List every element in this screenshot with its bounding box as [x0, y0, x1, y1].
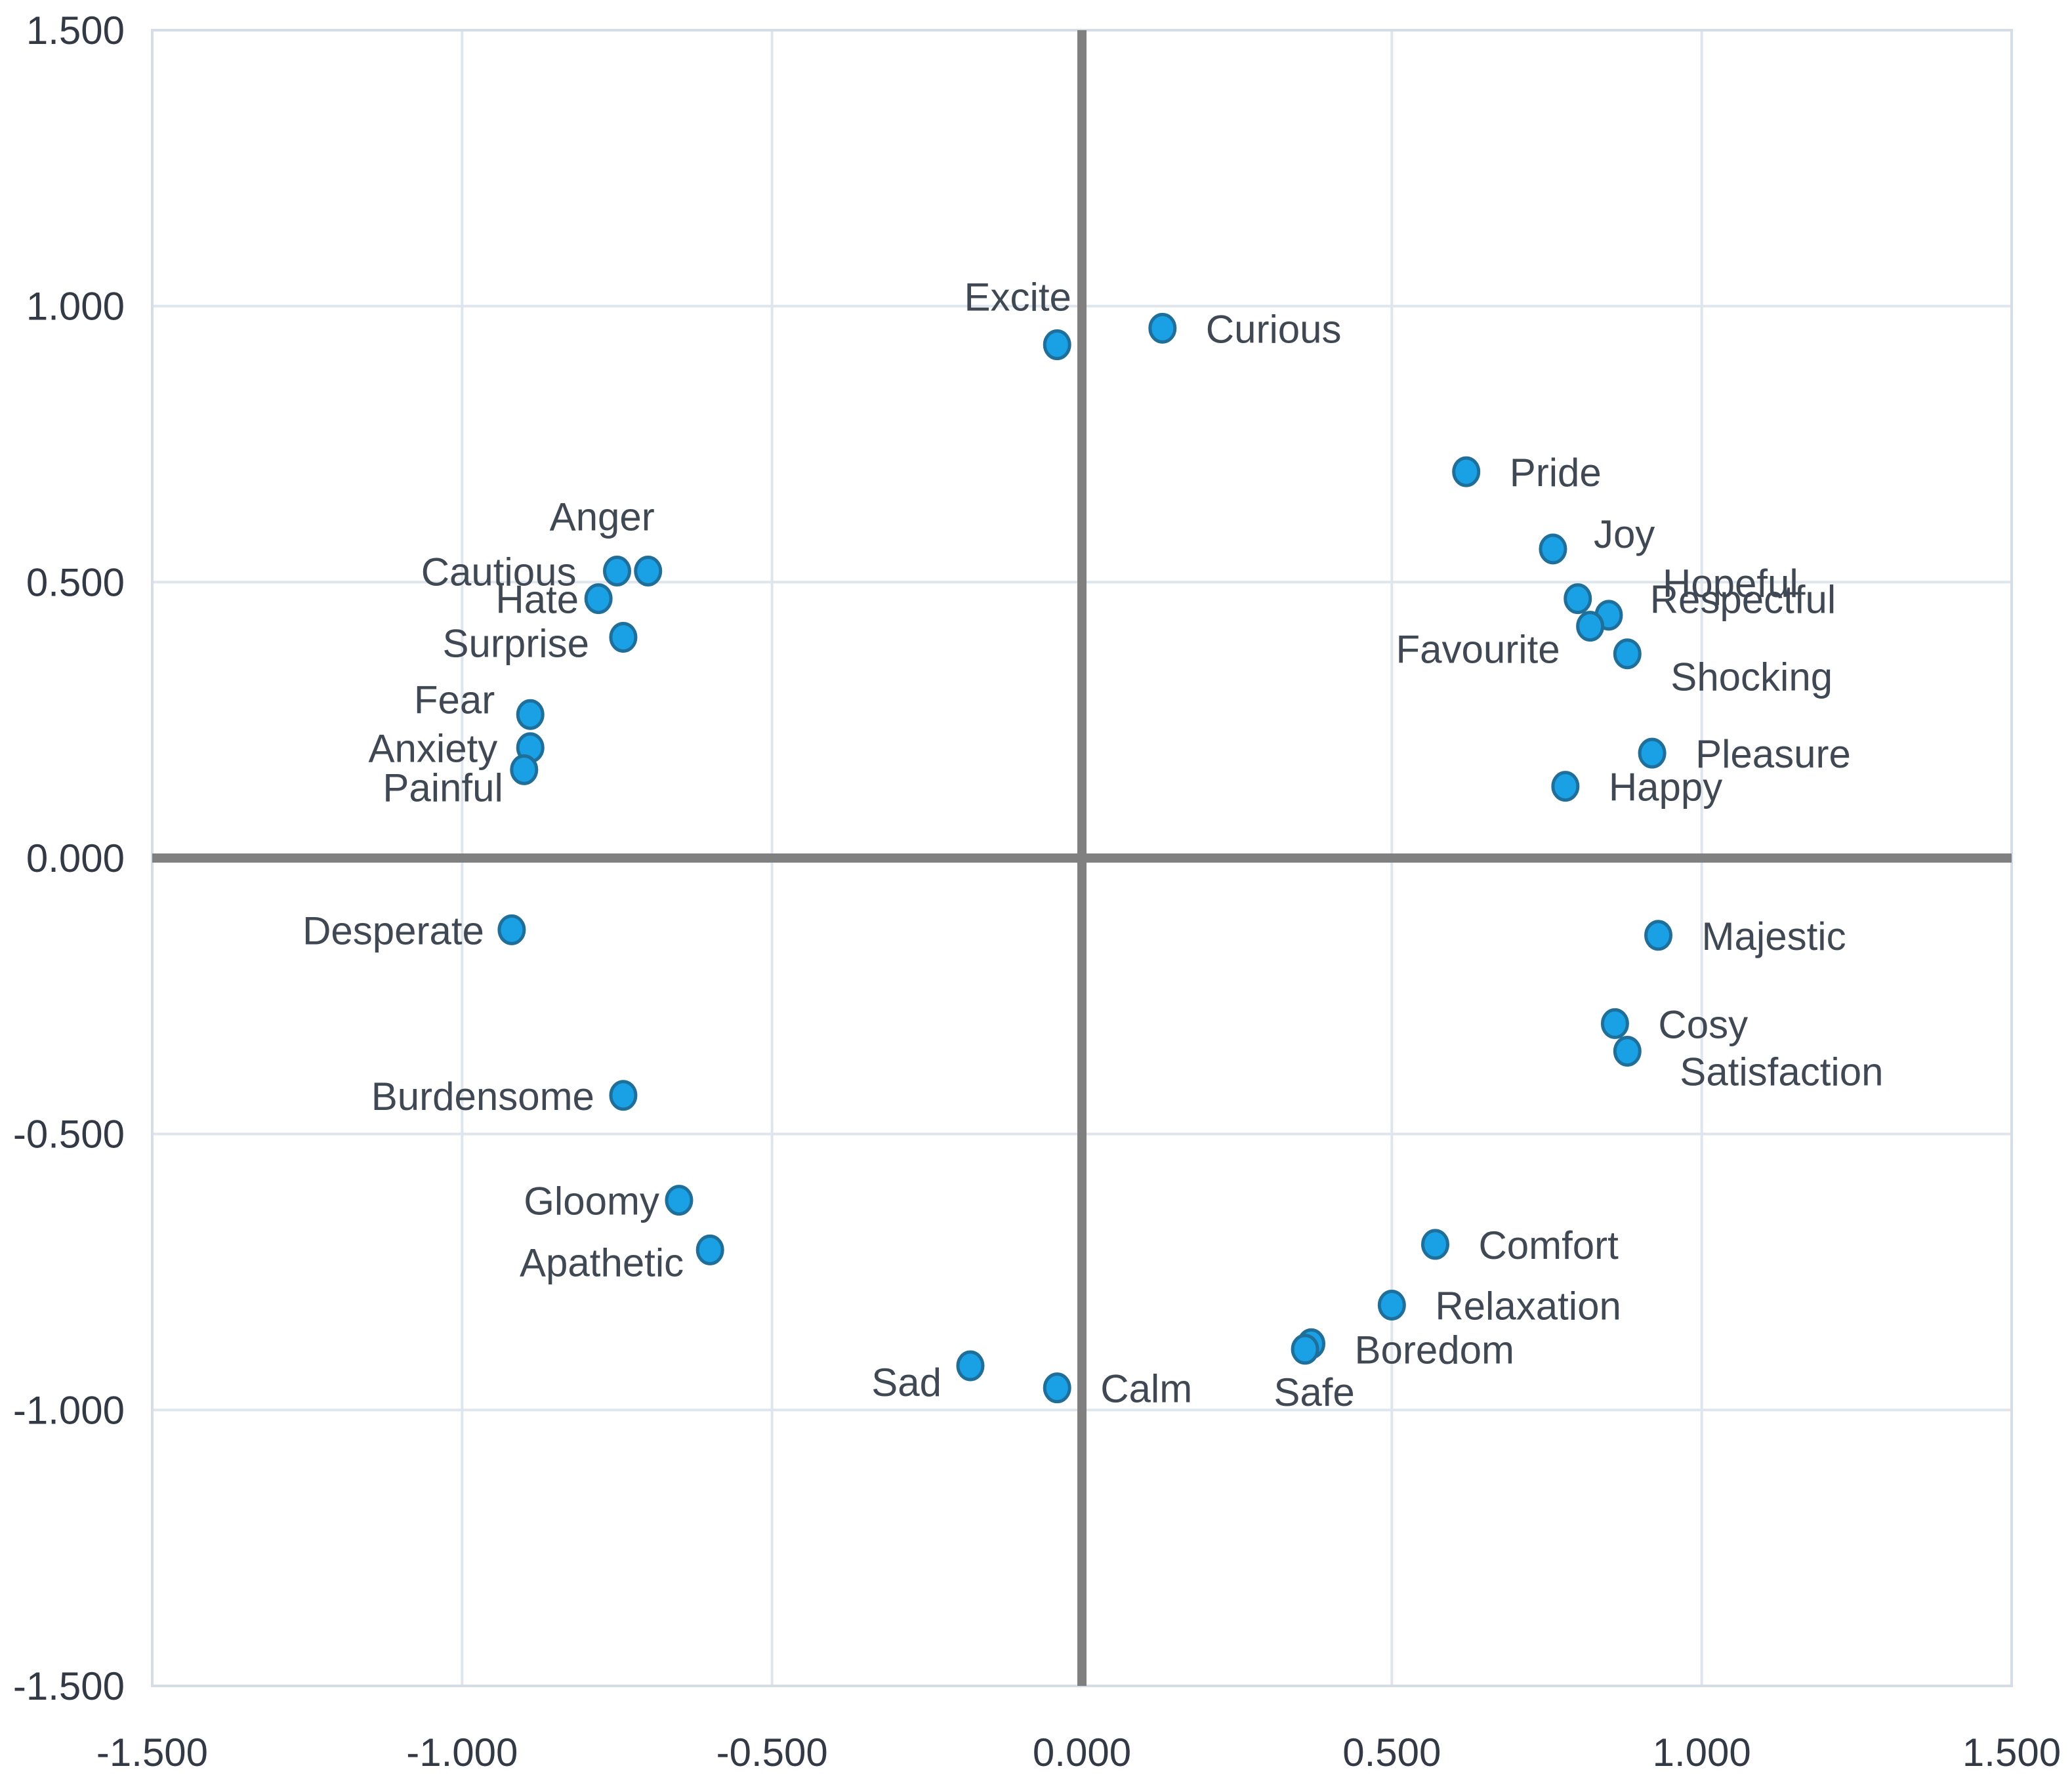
point-label: Burdensome	[371, 1075, 594, 1118]
point-label: Anger	[550, 495, 655, 539]
y-tick-label: 0.000	[26, 836, 125, 880]
data-point	[497, 914, 526, 945]
data-point	[1043, 1372, 1071, 1404]
point-label: Respectful	[1650, 578, 1836, 622]
data-point	[1148, 312, 1177, 344]
point-label: Curious	[1206, 307, 1342, 351]
x-tick-label: -1.000	[406, 1731, 518, 1774]
point-label: Gloomy	[524, 1179, 659, 1223]
data-point	[1043, 329, 1071, 361]
point-label: Excite	[964, 276, 1071, 319]
point-label: Painful	[383, 766, 503, 810]
data-point	[609, 621, 638, 653]
data-point	[584, 583, 613, 615]
data-point	[1644, 920, 1673, 951]
x-tick-label: 0.500	[1342, 1731, 1441, 1774]
data-point	[1551, 771, 1580, 802]
data-point	[1452, 456, 1481, 487]
y-tick-label: -1.000	[13, 1388, 125, 1432]
point-label: Apathetic	[520, 1240, 684, 1284]
x-tick-label: 1.500	[1962, 1731, 2061, 1774]
point-label: Boredom	[1355, 1328, 1514, 1372]
point-label: Cosy	[1658, 1002, 1748, 1046]
point-label: Happy	[1609, 766, 1722, 810]
y-tick-label: -0.500	[13, 1113, 125, 1157]
point-label: Pleasure	[1695, 732, 1851, 776]
data-points	[497, 312, 1673, 1404]
y-tick-label: 1.000	[26, 285, 125, 329]
data-point	[665, 1185, 694, 1216]
point-label: Pride	[1510, 451, 1602, 495]
data-point	[1613, 638, 1642, 670]
data-point	[1613, 1035, 1642, 1067]
point-label: Satisfaction	[1680, 1050, 1883, 1094]
data-point	[956, 1350, 985, 1382]
point-label: Shocking	[1670, 655, 1833, 699]
point-label: Cautious	[421, 550, 577, 594]
x-tick-label: -1.500	[96, 1731, 208, 1774]
point-label: Sad	[871, 1361, 942, 1404]
point-label: Relaxation	[1435, 1284, 1621, 1328]
data-point	[1638, 737, 1667, 769]
point-label: Hopeful	[1663, 562, 1798, 605]
data-point	[1564, 583, 1592, 615]
point-label: Safe	[1274, 1370, 1354, 1414]
x-tick-label: 0.000	[1033, 1731, 1131, 1774]
point-label: Desperate	[302, 909, 484, 953]
data-point	[1600, 1008, 1629, 1039]
data-point	[603, 556, 631, 587]
y-tick-label: -1.500	[13, 1664, 125, 1708]
data-point	[1377, 1289, 1406, 1321]
x-tick-label: 1.000	[1653, 1731, 1751, 1774]
y-tick-label: 1.500	[26, 9, 125, 52]
point-label: Calm	[1100, 1367, 1192, 1411]
data-point	[510, 754, 539, 785]
data-point	[1576, 611, 1605, 642]
tick-labels: -1.500 -1.000 -0.500 0.000 0.500 1.000 1.500 1.…	[13, 9, 2061, 1774]
point-label: Favourite	[1396, 628, 1560, 672]
y-tick-label: 0.500	[26, 560, 125, 604]
point-label: Hate	[495, 578, 579, 622]
data-point	[634, 556, 663, 587]
data-point	[1291, 1334, 1319, 1365]
data-point	[1420, 1229, 1449, 1260]
data-point	[516, 699, 545, 730]
zero-axes	[152, 30, 2012, 1686]
point-label: Surprise	[443, 621, 589, 665]
point-label: Fear	[414, 678, 495, 722]
data-point	[695, 1234, 724, 1265]
x-tick-label: -0.500	[716, 1731, 828, 1774]
point-label: Comfort	[1478, 1223, 1619, 1267]
point-label: Joy	[1594, 512, 1655, 556]
data-point	[609, 1080, 638, 1111]
data-point	[1539, 533, 1567, 565]
point-label: Majestic	[1702, 914, 1846, 958]
point-label: Anxiety	[368, 727, 497, 771]
